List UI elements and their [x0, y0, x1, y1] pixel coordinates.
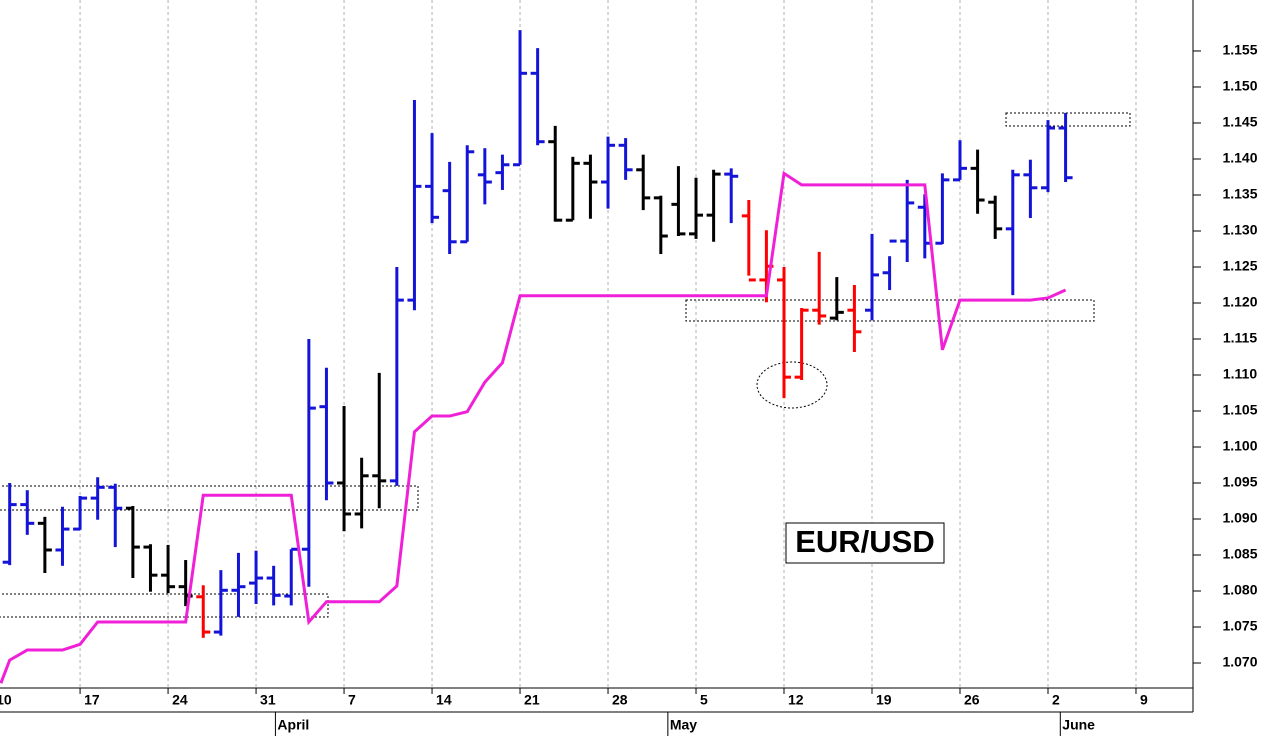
x-tick-label: 31 [260, 692, 276, 708]
x-tick-label: 7 [348, 692, 356, 708]
x-tick-label: 14 [436, 692, 452, 708]
month-label: April [277, 717, 309, 733]
marks [0, 30, 1073, 684]
zone [0, 593, 329, 618]
y-tick-label: 1.070 [1222, 654, 1257, 670]
y-tick-label: 1.095 [1222, 474, 1257, 490]
x-tick-label: 12 [788, 692, 804, 708]
x-tick-label: 9 [1140, 692, 1148, 708]
zone [1005, 112, 1131, 127]
y-tick-label: 1.105 [1222, 402, 1257, 418]
zone-ellipse [756, 361, 828, 409]
month-label: May [670, 717, 697, 733]
x-tick-label: 21 [524, 692, 540, 708]
y-tick-label: 1.145 [1222, 114, 1257, 130]
y-tick-label: 1.120 [1222, 294, 1257, 310]
x-tick-label: 17 [84, 692, 100, 708]
y-tick-label: 1.110 [1223, 366, 1257, 382]
zone [0, 485, 419, 511]
y-tick-label: 1.080 [1222, 582, 1257, 598]
zone [685, 299, 1095, 322]
y-tick-label: 1.130 [1222, 222, 1257, 238]
y-tick-label: 1.100 [1222, 438, 1257, 454]
y-tick-label: 1.140 [1222, 150, 1257, 166]
annotation: EUR/USD [795, 524, 935, 559]
y-tick-label: 1.125 [1222, 258, 1257, 274]
label-box [785, 522, 945, 564]
y-tick-label: 1.155 [1222, 42, 1257, 58]
y-tick-label: 1.075 [1222, 618, 1257, 634]
y-tick-label: 1.150 [1222, 78, 1257, 94]
x-tick-label: 2 [1052, 692, 1060, 708]
x-tick-label: 5 [700, 692, 708, 708]
x-tick-label: 24 [172, 692, 188, 708]
grid [79, 0, 1137, 688]
y-tick-label: 1.135 [1222, 186, 1257, 202]
y-tick-label: 1.085 [1222, 546, 1257, 562]
x-tick-label: 10 [0, 692, 12, 708]
x-tick-label: 28 [612, 692, 628, 708]
indicator-line [0, 170, 1067, 684]
month-label: June [1062, 717, 1095, 733]
y-tick-label: 1.090 [1222, 510, 1257, 526]
y-tick-label: 1.115 [1223, 330, 1257, 346]
x-tick-label: 26 [964, 692, 980, 708]
x-tick-label: 19 [876, 692, 892, 708]
